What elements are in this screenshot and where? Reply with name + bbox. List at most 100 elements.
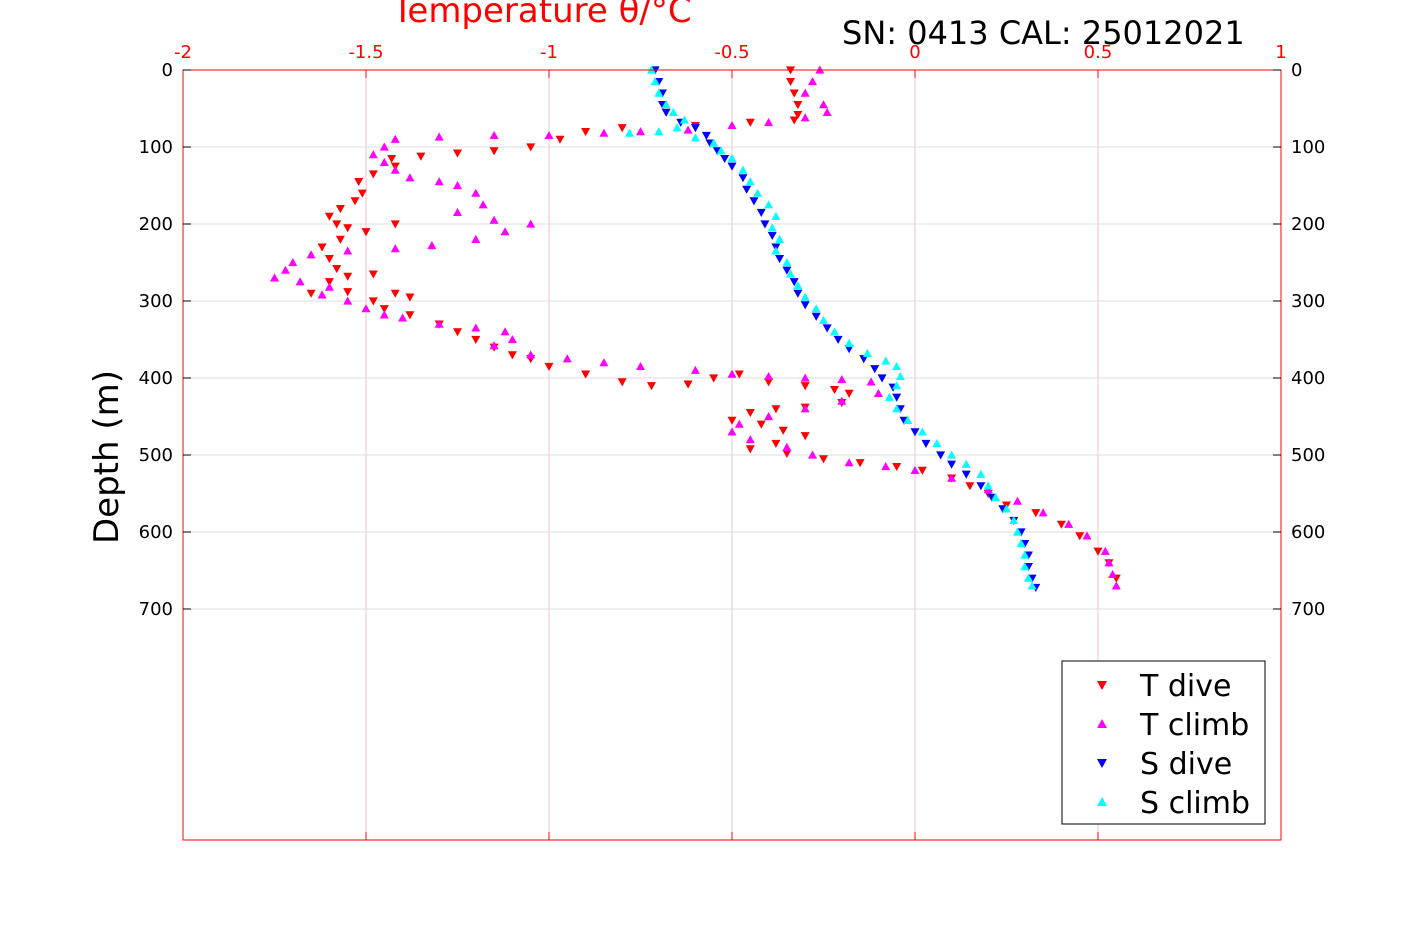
data-point — [690, 133, 700, 142]
data-point — [862, 348, 872, 357]
data-point — [343, 224, 353, 233]
data-point — [489, 215, 499, 224]
data-point — [829, 327, 839, 336]
data-point — [921, 439, 931, 448]
data-point — [793, 111, 803, 120]
data-point — [917, 466, 927, 475]
data-point — [701, 131, 711, 140]
x-axis-title: Temperature θ/°C — [391, 0, 691, 31]
data-point — [526, 143, 536, 152]
data-point — [636, 127, 645, 136]
legend-entry: T dive — [1139, 669, 1231, 704]
x-tick-label: -1.5 — [348, 42, 383, 63]
data-point — [343, 296, 353, 305]
data-point — [716, 146, 726, 155]
x-tick-label: -0.5 — [714, 42, 749, 63]
data-point — [767, 223, 777, 232]
data-point — [844, 338, 854, 347]
legend-entry: S dive — [1140, 747, 1232, 782]
data-point — [775, 255, 785, 264]
data-point — [379, 305, 389, 314]
series-layer — [270, 65, 1121, 592]
data-point — [500, 227, 510, 236]
data-point — [390, 220, 400, 229]
data-point — [947, 460, 957, 469]
data-point — [793, 289, 803, 298]
data-point — [786, 269, 796, 278]
data-point — [811, 304, 821, 313]
data-point — [387, 154, 397, 164]
y-tick-label-left: 600 — [139, 522, 173, 543]
data-point — [745, 177, 755, 186]
data-point — [764, 378, 774, 387]
data-point — [390, 134, 400, 143]
data-point — [936, 451, 946, 460]
data-point — [727, 369, 737, 378]
data-point — [892, 381, 902, 390]
series-t-dive — [306, 66, 1121, 583]
data-point — [489, 147, 499, 156]
data-point — [727, 120, 737, 130]
data-point — [947, 473, 957, 482]
data-point — [789, 89, 799, 98]
data-point — [368, 270, 378, 279]
data-point — [819, 100, 828, 109]
y-tick-label-right: 500 — [1291, 445, 1325, 466]
data-point — [332, 220, 342, 229]
data-point — [753, 188, 763, 197]
legend-marker — [1097, 759, 1107, 768]
data-point — [599, 358, 609, 367]
data-point — [782, 442, 792, 451]
data-point — [335, 205, 345, 214]
y-tick-label-left: 400 — [139, 368, 173, 389]
data-point — [295, 277, 305, 286]
data-point — [855, 459, 865, 468]
data-point — [361, 228, 371, 237]
data-point — [793, 101, 803, 110]
data-point — [405, 311, 415, 320]
data-point — [317, 290, 327, 299]
x-tick-label: 1 — [1275, 42, 1286, 63]
data-point — [398, 313, 408, 322]
data-point — [368, 297, 378, 306]
legend: T dive T climb S dive S climb — [1061, 660, 1266, 825]
series-s-dive — [650, 66, 1041, 592]
data-point — [343, 272, 353, 281]
data-point — [709, 138, 719, 147]
x-tick-label: -2 — [174, 42, 192, 63]
data-point — [434, 132, 444, 141]
data-point — [844, 389, 854, 398]
data-point — [324, 255, 334, 264]
data-point — [1012, 496, 1022, 505]
data-point — [306, 250, 316, 259]
data-point — [625, 128, 635, 137]
data-point — [453, 181, 462, 190]
data-point — [324, 282, 334, 291]
data-point — [335, 235, 345, 244]
data-point — [811, 312, 821, 321]
data-point — [819, 315, 828, 324]
data-point — [1082, 531, 1092, 540]
data-point — [764, 412, 774, 421]
data-point — [745, 409, 755, 418]
y-tick-label-left: 500 — [139, 445, 173, 466]
data-point — [661, 108, 671, 117]
data-point — [489, 341, 499, 350]
data-point — [379, 142, 389, 151]
data-point — [581, 370, 591, 379]
legend-entry: S climb — [1140, 786, 1250, 821]
data-point — [471, 234, 481, 243]
data-point — [837, 375, 847, 384]
data-point — [471, 188, 481, 197]
data-point — [829, 385, 839, 395]
data-point — [800, 382, 810, 391]
data-point — [1075, 532, 1085, 541]
data-point — [1056, 520, 1066, 529]
data-point — [727, 154, 737, 163]
data-point — [526, 350, 536, 359]
data-point — [654, 88, 664, 97]
data-point — [1020, 550, 1030, 559]
data-point — [683, 125, 693, 134]
data-point — [1100, 546, 1110, 555]
data-point — [745, 445, 755, 454]
